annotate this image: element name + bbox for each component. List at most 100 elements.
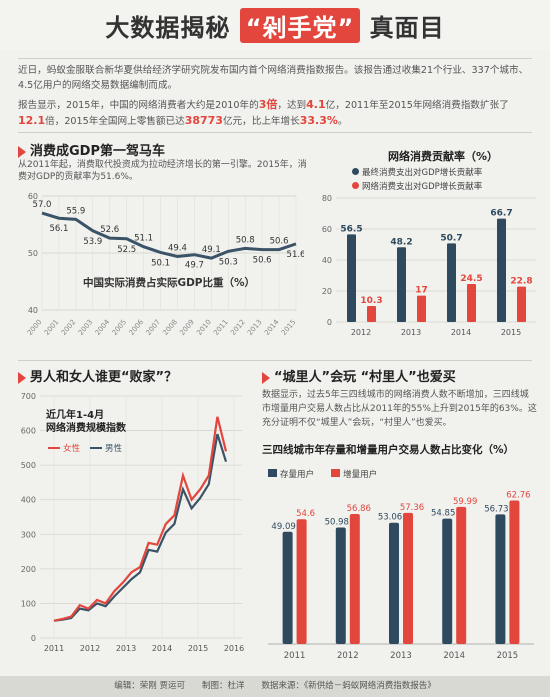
- legend-label: 最终消费支出对GDP增长贡献率: [362, 168, 483, 178]
- legend-dot-icon: [352, 182, 359, 189]
- data-label: 56.86: [347, 504, 371, 514]
- y-tick-label: 100: [21, 599, 36, 608]
- data-label: 51.1: [134, 234, 153, 244]
- x-tick-label: 2004: [94, 318, 112, 337]
- data-label: 50.6: [253, 256, 272, 266]
- y-tick-label: 500: [21, 461, 36, 470]
- intro-text: 报告显示，2015年，中国的网络消费者大约是2010年的: [18, 100, 259, 111]
- intro-highlight: 33.3%: [299, 114, 338, 127]
- data-label: 50.98: [325, 517, 349, 527]
- bar: [347, 234, 356, 322]
- x-tick-label: 2006: [128, 318, 146, 337]
- bar: [517, 286, 526, 322]
- series-line: [41, 211, 297, 260]
- section1-title-text: 消费成GDP第一驾马车: [30, 144, 165, 159]
- section1-title: 消费成GDP第一驾马车: [18, 140, 165, 159]
- intro-highlight: 4.1: [306, 98, 326, 111]
- bar: [349, 514, 360, 644]
- series-line: [53, 416, 228, 622]
- title-right: 真面目: [369, 14, 445, 42]
- x-tick-label: 2015: [497, 651, 519, 661]
- divider: [18, 360, 532, 361]
- bar: [447, 243, 456, 322]
- data-label: 50.3: [219, 257, 238, 267]
- legend-label: 存量用户: [280, 470, 315, 480]
- consumption-gdp-line-chart: 60 50 40 57.0 56.1 55.9 53.9 52.6 52.551.1 50.1 49…: [26, 192, 304, 337]
- y-tick-label: 700: [21, 392, 36, 401]
- x-tick-label: 2013: [116, 644, 136, 653]
- y-tick-label: 40: [28, 306, 38, 315]
- data-label: 10.3: [360, 296, 382, 306]
- section1-desc: 从2011年起，消费取代投资成为拉动经济增长的第一引擎。2015年，消费对GDP…: [18, 160, 307, 182]
- y-tick-label: 40: [322, 256, 332, 265]
- x-tick-label: 2013: [246, 318, 264, 337]
- data-label: 62.76: [506, 491, 530, 501]
- legend-swatch-icon: [268, 469, 277, 477]
- intro-highlight: 12.1: [18, 114, 46, 127]
- x-tick-label: 2015: [280, 318, 298, 337]
- x-tick-label: 2012: [229, 318, 247, 337]
- y-tick-label: 50: [28, 249, 38, 258]
- data-label: 52.6: [100, 225, 119, 235]
- header: 大数据揭秘 “剁手党” 真面目: [0, 0, 550, 50]
- data-label: 66.7: [490, 209, 512, 219]
- intro-paragraph-2: 报告显示，2015年，中国的网络消费者大约是2010年的3倍，达到4.1亿，20…: [18, 97, 532, 129]
- chart4-title: 三四线城市年存量和增量用户交易人数占比变化（%）: [262, 444, 515, 456]
- intro-block: 近日，蚂蚁金服联合新华夏供给经济学研究院发布国内首个网络消费指数报告。该报告通过…: [18, 58, 532, 129]
- bar: [467, 284, 476, 322]
- y-tick-label: 300: [21, 530, 36, 539]
- x-tick-label: 2014: [443, 651, 465, 661]
- data-label: 50.8: [236, 235, 255, 245]
- section3-desc: 数据显示，过去5年三四线城市的网络消费人数不断增加，三四线城市增量用户交易人数占…: [262, 390, 537, 428]
- x-tick-label: 2000: [26, 318, 44, 337]
- intro-highlight: 3倍: [258, 98, 278, 111]
- divider: [18, 132, 532, 133]
- intro-text: ，达到: [277, 100, 307, 111]
- data-label: 57.0: [33, 200, 52, 210]
- chart2-title: 网络消费贡献率（%）: [388, 150, 499, 163]
- data-label: 49.4: [168, 243, 187, 253]
- x-tick-label: 2013: [390, 651, 412, 661]
- data-label: 56.73: [484, 504, 508, 514]
- x-tick-label: 2015: [501, 328, 521, 337]
- y-tick-label: 60: [28, 192, 38, 201]
- data-label: 53.9: [83, 237, 102, 247]
- page-title: 大数据揭秘 “剁手党” 真面目: [0, 8, 550, 43]
- x-tick-label: 2011: [44, 644, 64, 653]
- data-label: 48.2: [390, 237, 412, 247]
- intro-text: 亿，2011年至2015年网络消费指数扩张了: [325, 100, 509, 111]
- y-tick-label: 0: [31, 634, 36, 643]
- x-tick-label: 2012: [351, 328, 371, 337]
- triangle-icon: [18, 145, 26, 158]
- x-tick-label: 2010: [195, 318, 213, 337]
- data-label: 50.7: [440, 233, 462, 243]
- x-tick-label: 2008: [161, 318, 179, 337]
- x-tick-label: 2011: [284, 651, 306, 661]
- chart-title: 近几年1-4月: [46, 408, 104, 421]
- x-tick-label: 2016: [224, 644, 244, 653]
- intro-paragraph-1: 近日，蚂蚁金服联合新华夏供给经济学研究院发布国内首个网络消费指数报告。该报告通过…: [18, 65, 529, 91]
- y-tick-label: 60: [322, 225, 332, 234]
- data-label: 49.7: [185, 261, 204, 271]
- x-tick-label: 2007: [144, 318, 162, 337]
- data-label: 55.9: [66, 206, 85, 216]
- chart4-legend: 存量用户 增量用户: [268, 462, 377, 481]
- bar: [403, 512, 413, 644]
- data-label: 52.5: [117, 245, 136, 255]
- legend-dot-icon: [352, 168, 359, 175]
- data-label: 56.5: [340, 224, 362, 234]
- series-line: [53, 433, 228, 622]
- y-tick-label: 0: [327, 318, 332, 327]
- x-tick-label: 2003: [77, 318, 95, 337]
- bar: [389, 522, 399, 644]
- y-tick-label: 80: [322, 194, 332, 203]
- data-label: 49.09: [271, 522, 295, 532]
- online-contribution-bar-chart: 80 60 40 20 0 56.5 10.3 2012 48.2 17 2013 50.7 24.5 2…: [322, 194, 536, 337]
- section2-title-text: 男人和女人谁更“败家”？: [30, 370, 178, 385]
- chart2-legend: 最终消费支出对GDP增长贡献率 网络消费支出对GDP增长贡献率: [352, 166, 482, 192]
- intro-text: 。: [337, 116, 348, 127]
- x-tick-label: 2009: [178, 318, 196, 337]
- title-highlight: “剁手党”: [239, 8, 361, 43]
- triangle-icon: [18, 371, 26, 384]
